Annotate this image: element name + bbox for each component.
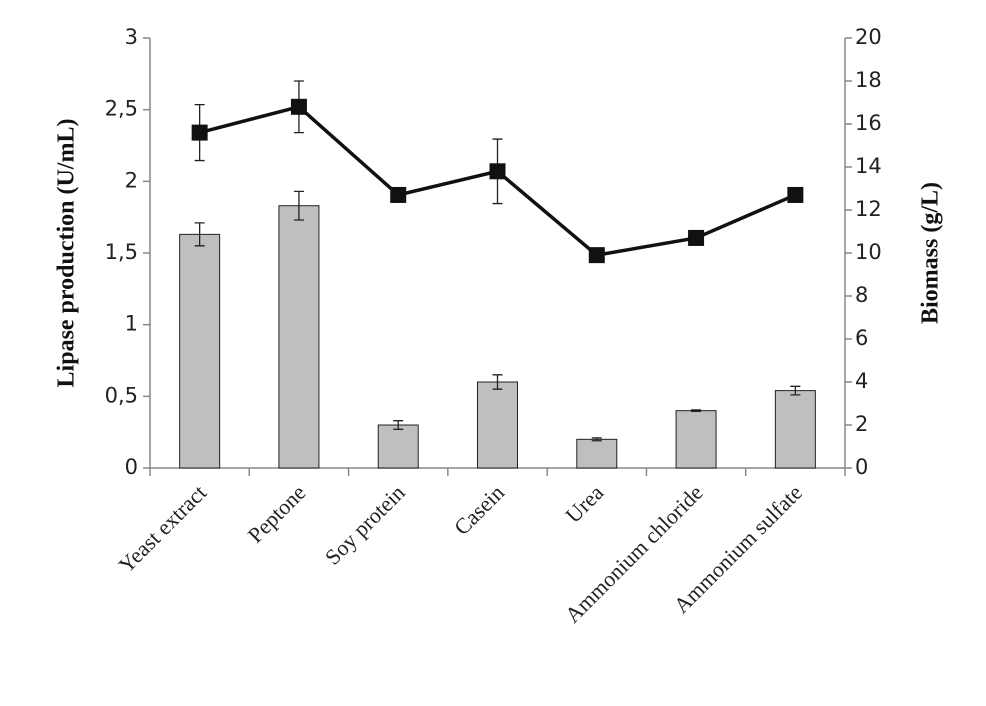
marker bbox=[489, 163, 506, 180]
marker bbox=[191, 124, 208, 141]
marker bbox=[588, 247, 605, 264]
y2-axis-title: Biomass (g/L) bbox=[918, 182, 944, 324]
x-tick-label: Soy protein bbox=[320, 480, 410, 570]
bar bbox=[477, 381, 518, 469]
bar bbox=[278, 205, 320, 469]
x-tick-label: Casein bbox=[449, 480, 509, 540]
x-tick-label: Yeast extract bbox=[113, 480, 211, 578]
y-tick-label: 0 bbox=[125, 455, 138, 479]
error-bar bbox=[293, 190, 304, 221]
y-tick-label: 0,5 bbox=[105, 383, 138, 407]
error-bar bbox=[691, 409, 702, 413]
bar bbox=[179, 233, 221, 469]
bar bbox=[675, 410, 717, 469]
y2-tick-label: 10 bbox=[855, 240, 882, 264]
bar bbox=[377, 424, 419, 469]
x-tick-label: Urea bbox=[560, 480, 608, 528]
y2-tick-label: 8 bbox=[855, 283, 868, 307]
y2-tick-label: 18 bbox=[855, 68, 882, 92]
y2-tick-label: 12 bbox=[855, 197, 882, 221]
error-bar bbox=[393, 420, 404, 430]
marker bbox=[390, 186, 407, 203]
marker bbox=[688, 229, 705, 246]
error-bar bbox=[591, 437, 602, 442]
y-axis-title: Lipase production (U/mL) bbox=[54, 119, 80, 388]
y2-tick-label: 6 bbox=[855, 326, 868, 350]
y2-tick-label: 4 bbox=[855, 369, 868, 393]
error-bar bbox=[492, 374, 503, 390]
y-tick-label: 2 bbox=[125, 168, 138, 192]
bar bbox=[576, 438, 618, 469]
y2-tick-label: 0 bbox=[855, 455, 868, 479]
marker bbox=[290, 98, 307, 115]
y2-tick-label: 20 bbox=[855, 25, 882, 49]
error-bar bbox=[194, 222, 205, 247]
y2-tick-label: 14 bbox=[855, 154, 882, 178]
error-bar bbox=[790, 385, 801, 396]
x-tick-label: Peptone bbox=[243, 480, 311, 548]
y-tick-label: 1,5 bbox=[105, 240, 138, 264]
y-tick-label: 2,5 bbox=[105, 97, 138, 121]
y-tick-label: 1 bbox=[125, 312, 138, 336]
y2-tick-label: 2 bbox=[855, 412, 868, 436]
y2-tick-label: 16 bbox=[855, 111, 882, 135]
marker bbox=[787, 186, 804, 203]
y-tick-label: 3 bbox=[125, 25, 138, 49]
bar bbox=[774, 390, 816, 469]
